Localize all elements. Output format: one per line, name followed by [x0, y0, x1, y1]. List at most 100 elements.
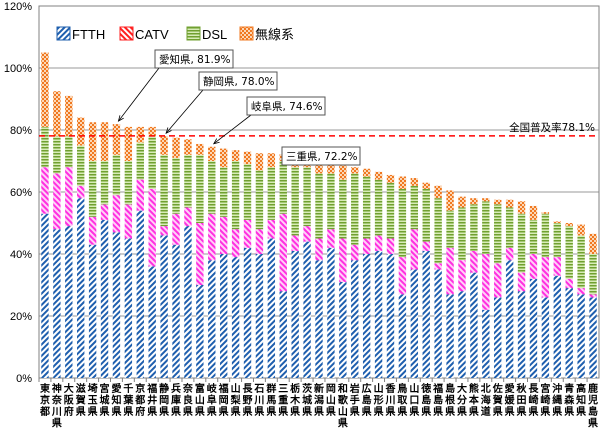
- bar-segment-ftth: [470, 272, 478, 378]
- bar-stack: [169, 137, 180, 382]
- bar-segment-ftth: [112, 232, 121, 378]
- bar-segment-wireless: [505, 199, 514, 208]
- bar-stack: [229, 150, 240, 382]
- bar-segment-dsl: [422, 188, 430, 242]
- bar-segment-catv: [422, 241, 430, 251]
- y-tick-label: 40%: [10, 249, 32, 261]
- bar-segment-wireless: [65, 95, 73, 137]
- bar-stack: [503, 199, 514, 382]
- bar-stack: [562, 223, 573, 382]
- y-tick-label: 0%: [16, 373, 32, 385]
- bar-segment-dsl: [184, 154, 192, 208]
- legend-item: DSL: [186, 26, 227, 42]
- bar-segment-catv: [505, 247, 514, 261]
- bar-stack: [586, 233, 597, 382]
- bar-segment-catv: [124, 204, 133, 239]
- x-tick-label: 宮崎県: [540, 382, 550, 418]
- bar-segment-ftth: [482, 309, 490, 378]
- bar-segment-catv: [386, 238, 395, 254]
- bar-stack: [157, 136, 168, 382]
- bar-segment-ftth: [565, 288, 573, 378]
- bar-segment-catv: [303, 226, 311, 242]
- bar-stack: [145, 126, 156, 382]
- bar-stack: [38, 52, 49, 382]
- bar-stack: [74, 117, 85, 382]
- annotation-box: [246, 96, 326, 116]
- bar-segment-wireless: [172, 137, 180, 158]
- x-tick-label: 栃木県: [289, 382, 301, 418]
- bar-segment-wireless: [88, 122, 97, 161]
- bar-segment-ftth: [529, 278, 538, 378]
- bar-segment-catv: [589, 294, 597, 298]
- bar-segment-wireless: [410, 178, 419, 186]
- x-tick-label: 奈良県: [182, 382, 194, 418]
- bar-stack: [133, 126, 144, 382]
- bar-segment-wireless: [446, 190, 454, 211]
- bar-segment-dsl: [172, 157, 180, 214]
- bar-segment-ftth: [434, 269, 442, 378]
- bar-segment-dsl: [386, 182, 395, 239]
- bar-segment-dsl: [41, 126, 49, 168]
- x-tick-label: 長崎県: [528, 383, 539, 418]
- x-tick-label: 群馬県: [266, 382, 276, 418]
- bar-segment-dsl: [77, 145, 85, 186]
- bar-segment-dsl: [553, 223, 561, 258]
- y-tick-label: 100%: [4, 63, 32, 75]
- annotation-text: 三重県, 72.2%: [286, 150, 358, 163]
- bar-segment-wireless: [386, 174, 395, 183]
- bar-segment-ftth: [53, 229, 61, 378]
- x-tick-label: 香川県: [384, 382, 395, 418]
- x-tick-label: 滋賀県: [75, 382, 86, 418]
- national-average-label: 全国普及率78.1%: [509, 121, 595, 134]
- x-tick-label: 広島県: [362, 382, 372, 418]
- legend-label: FTTH: [72, 27, 105, 42]
- legend-swatch: [56, 26, 71, 41]
- bar-segment-ftth: [41, 213, 49, 378]
- bar-segment-ftth: [219, 254, 228, 378]
- bar-segment-wireless: [315, 159, 323, 174]
- bar-segment-wireless: [184, 139, 192, 155]
- bar-segment-wireless: [541, 212, 550, 214]
- y-tick-label: 60%: [10, 187, 32, 199]
- bar-segment-wireless: [351, 167, 359, 174]
- bar-stack: [121, 126, 133, 382]
- bar-segment-ftth: [208, 260, 216, 378]
- bar-segment-ftth: [160, 235, 168, 378]
- bar-segment-ftth: [100, 219, 109, 378]
- bar-stack: [109, 124, 121, 382]
- bar-segment-catv: [458, 260, 466, 292]
- x-tick-label: 徳島県: [420, 382, 431, 418]
- bar-segment-catv: [434, 263, 442, 270]
- bar-stack: [252, 153, 264, 382]
- x-tick-label: 岐阜県: [207, 382, 217, 418]
- bar-segment-wireless: [494, 199, 502, 205]
- bar-segment-catv: [482, 254, 490, 310]
- legend-label: DSL: [202, 27, 227, 42]
- bar-stack: [241, 151, 252, 382]
- bar-stack: [491, 199, 502, 382]
- annotation-box: [198, 71, 278, 91]
- bar-segment-wireless: [517, 201, 526, 214]
- bar-stack: [407, 178, 419, 382]
- x-tick-label: 山形県: [374, 382, 384, 418]
- bar-segment-dsl: [327, 173, 335, 230]
- bar-segment-wireless: [470, 198, 478, 205]
- bar-stack: [538, 212, 550, 382]
- bar-stack: [550, 221, 561, 382]
- bar-stack: [276, 154, 287, 382]
- bar-stack: [324, 162, 335, 382]
- legend-swatch: [239, 26, 254, 41]
- bar-segment-ftth: [231, 257, 240, 378]
- bar-segment-catv: [88, 216, 97, 245]
- bar-segment-catv: [196, 223, 204, 285]
- arrow-head-icon: [212, 138, 220, 145]
- x-tick-label: 高知県: [575, 382, 586, 418]
- x-tick-label: 鹿児島県: [587, 382, 598, 428]
- x-tick-label: 和歌山県: [337, 382, 349, 428]
- bar-segment-catv: [243, 219, 252, 248]
- bar-segment-catv: [541, 257, 550, 298]
- bar-stack: [348, 167, 359, 382]
- bar-segment-dsl: [517, 213, 526, 273]
- bar-segment-wireless: [339, 165, 347, 180]
- bar-segment-wireless: [553, 221, 561, 223]
